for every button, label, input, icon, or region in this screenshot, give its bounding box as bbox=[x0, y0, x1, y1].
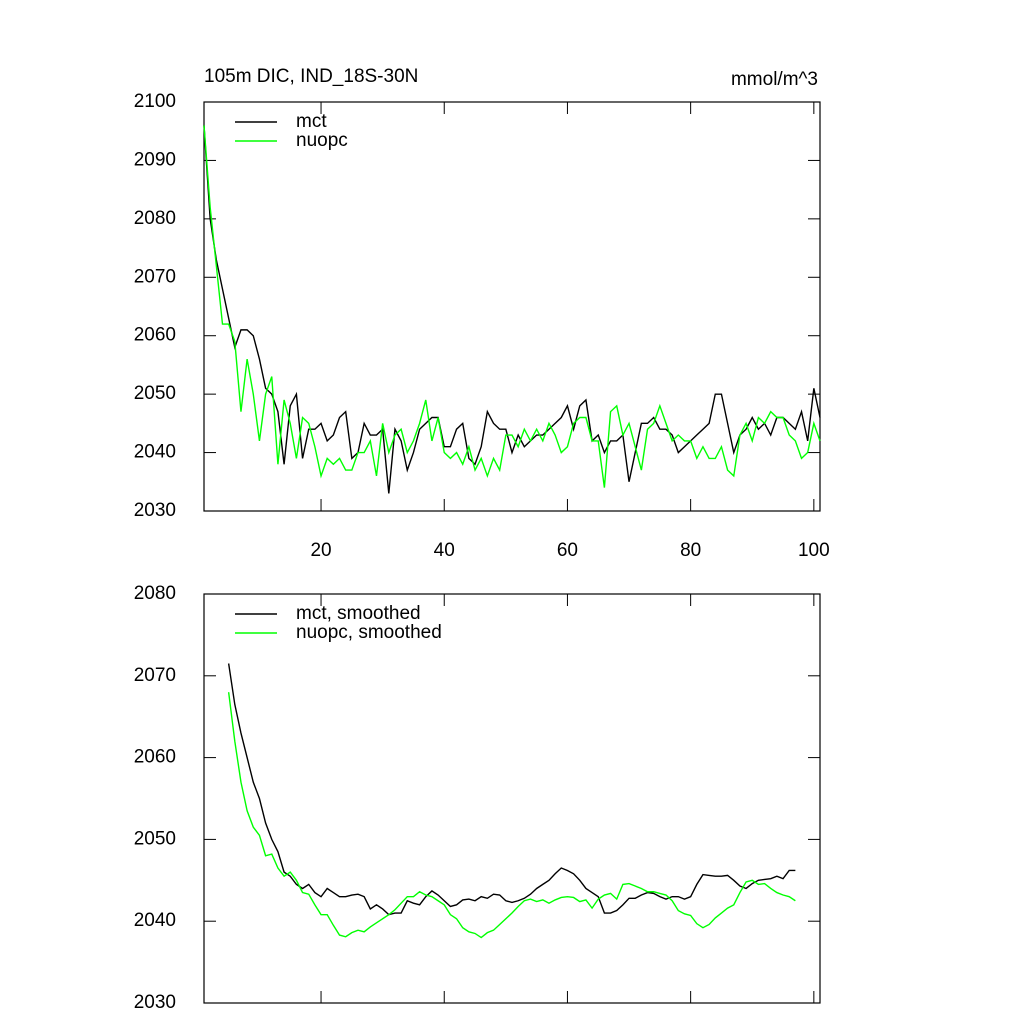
y-tick-label: 2040 bbox=[134, 910, 176, 931]
y-tick-label: 2070 bbox=[134, 665, 176, 686]
y-tick-label: 2060 bbox=[134, 325, 176, 346]
y-tick-label: 2090 bbox=[134, 149, 176, 170]
legend-label: nuopc bbox=[296, 130, 348, 151]
x-tick-label: 80 bbox=[680, 540, 701, 561]
plot-frame bbox=[203, 593, 821, 1004]
y-tick-label: 2050 bbox=[134, 383, 176, 404]
x-tick-label: 20 bbox=[310, 540, 331, 561]
x-tick-label: 60 bbox=[557, 540, 578, 561]
legend-label: nuopc, smoothed bbox=[296, 622, 442, 643]
series-line bbox=[227, 692, 796, 939]
y-tick-label: 2060 bbox=[134, 747, 176, 768]
x-tick-label: 40 bbox=[434, 540, 455, 561]
y-tick-label: 2040 bbox=[134, 442, 176, 463]
y-tick-label: 2030 bbox=[134, 500, 176, 521]
legend-label: mct, smoothed bbox=[296, 603, 421, 624]
units-label: mmol/m^3 bbox=[731, 69, 818, 90]
series-line bbox=[203, 125, 821, 488]
x-tick-label: 100 bbox=[798, 540, 830, 561]
series-line bbox=[203, 125, 821, 494]
legend-label: mct bbox=[296, 111, 327, 132]
y-tick-label: 2070 bbox=[134, 266, 176, 287]
y-tick-label: 2080 bbox=[134, 583, 176, 604]
y-tick-label: 2080 bbox=[134, 208, 176, 229]
plot-frame bbox=[203, 101, 821, 512]
chart-title: 105m DIC, IND_18S-30N bbox=[204, 66, 418, 87]
y-tick-label: 2050 bbox=[134, 828, 176, 849]
y-tick-label: 2100 bbox=[134, 91, 176, 112]
y-tick-label: 2030 bbox=[134, 992, 176, 1013]
series-line bbox=[227, 663, 796, 916]
